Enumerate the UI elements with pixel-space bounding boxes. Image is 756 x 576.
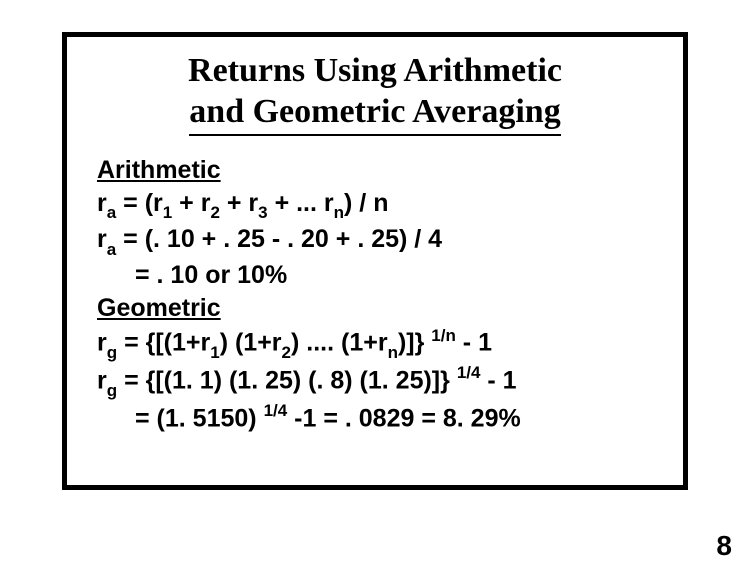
arithmetic-header: Arithmetic: [97, 156, 221, 184]
geometric-numeric: rg = {[(1. 1) (1. 25) (. 8) (1. 25)]} 1/…: [97, 363, 653, 401]
title-line-2: and Geometric Averaging: [189, 92, 560, 136]
arithmetic-result: = . 10 or 10%: [97, 259, 653, 292]
slide: Returns Using Arithmetic and Geometric A…: [0, 0, 756, 576]
geometric-formula: rg = {[(1+r1) (1+r2) .... (1+rn)]} 1/n -…: [97, 325, 653, 363]
page-number: 8: [716, 530, 732, 562]
arithmetic-formula: ra = (r1 + r2 + r3 + ... rn) / n: [97, 187, 653, 223]
slide-body: Arithmetic ra = (r1 + r2 + r3 + ... rn) …: [97, 154, 653, 436]
title-line-1: Returns Using Arithmetic: [188, 52, 562, 89]
slide-title: Returns Using Arithmetic and Geometric A…: [97, 51, 653, 136]
arithmetic-numeric: ra = (. 10 + . 25 - . 20 + . 25) / 4: [97, 223, 653, 259]
content-box: Returns Using Arithmetic and Geometric A…: [62, 32, 688, 490]
geometric-header: Geometric: [97, 294, 221, 322]
geometric-result: = (1. 5150) 1/4 -1 = . 0829 = 8. 29%: [97, 401, 653, 435]
